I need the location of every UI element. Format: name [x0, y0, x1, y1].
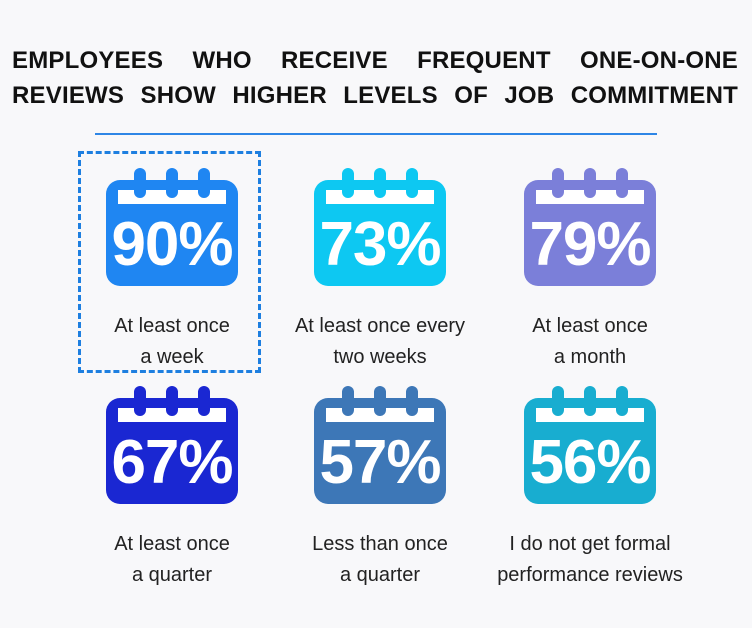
title-divider — [95, 133, 657, 135]
stat-label-line-2: a quarter — [339, 564, 421, 586]
calendar-ring-3 — [198, 168, 210, 198]
stat-label: At least once every two weeks — [270, 311, 490, 373]
stat-value: 79% — [529, 210, 651, 279]
stat-value: 57% — [319, 428, 441, 497]
stat-label: At least once a month — [480, 311, 700, 373]
stat-value: 56% — [529, 428, 651, 497]
stat-label-line-1: At least once — [114, 315, 230, 337]
calendar-ring-2 — [166, 386, 178, 416]
stat-label-line-1: At least once — [114, 533, 230, 555]
calendar-ring-3 — [198, 386, 210, 416]
calendar-ring-2 — [374, 386, 386, 416]
calendar-icon-wrap — [524, 168, 656, 286]
stat-label-line-2: a month — [553, 346, 627, 368]
stat-label-line-1: Less than once — [312, 533, 448, 555]
calendar-ring-3 — [616, 168, 628, 198]
chart-title: EMPLOYEES WHO RECEIVE FREQUENT ONE-ON-ON… — [12, 43, 738, 113]
calendar-ring-2 — [584, 386, 596, 416]
calendar-ring-1 — [342, 168, 354, 198]
stat-label: Less than once a quarter — [270, 529, 490, 591]
calendar-icon-wrap — [106, 168, 238, 286]
calendar-icon — [106, 386, 238, 504]
stat-value: 90% — [111, 210, 233, 279]
calendar-body — [314, 398, 446, 504]
stat-label-line-2: a week — [140, 346, 204, 368]
calendar-ring-2 — [374, 168, 386, 198]
calendar-icon — [106, 168, 238, 286]
stat-label-line-1: At least once every — [294, 315, 466, 337]
calendar-ring-3 — [616, 386, 628, 416]
calendar-ring-3 — [406, 386, 418, 416]
calendar-ring-3 — [406, 168, 418, 198]
stat-label-line-2: performance reviews — [497, 564, 683, 586]
calendar-ring-2 — [584, 168, 596, 198]
calendar-body — [524, 180, 656, 286]
stat-label: At least once a quarter — [62, 529, 282, 591]
calendar-ring-1 — [134, 386, 146, 416]
title-line-1: EMPLOYEES WHO RECEIVE FREQUENT ONE-ON-ON… — [12, 47, 738, 74]
stat-label-line-2: a quarter — [131, 564, 213, 586]
stat-label: I do not get formal performance reviews — [480, 529, 700, 591]
calendar-icon-wrap — [314, 168, 446, 286]
stat-label-line-1: I do not get formal — [509, 533, 671, 555]
title-line-2: REVIEWS SHOW HIGHER LEVELS OF JOB COMMIT… — [12, 82, 738, 109]
calendar-ring-1 — [342, 386, 354, 416]
calendar-icon — [524, 168, 656, 286]
calendar-ring-1 — [134, 168, 146, 198]
calendar-icon — [524, 386, 656, 504]
calendar-ring-2 — [166, 168, 178, 198]
stat-label-line-2: two weeks — [333, 346, 427, 368]
calendar-body — [106, 180, 238, 286]
stat-label-line-1: At least once — [532, 315, 648, 337]
calendar-ring-1 — [552, 168, 564, 198]
calendar-body — [524, 398, 656, 504]
stat-value: 67% — [111, 428, 233, 497]
calendar-ring-1 — [552, 386, 564, 416]
calendar-body — [314, 180, 446, 286]
calendar-icon-wrap — [524, 386, 656, 504]
calendar-body — [106, 398, 238, 504]
calendar-icon-wrap — [314, 386, 446, 504]
stat-value: 73% — [319, 210, 441, 279]
highlight-box — [78, 151, 261, 373]
calendar-icon-wrap — [106, 386, 238, 504]
calendar-icon — [314, 386, 446, 504]
stat-label: At least once a week — [62, 311, 282, 373]
calendar-icon — [314, 168, 446, 286]
